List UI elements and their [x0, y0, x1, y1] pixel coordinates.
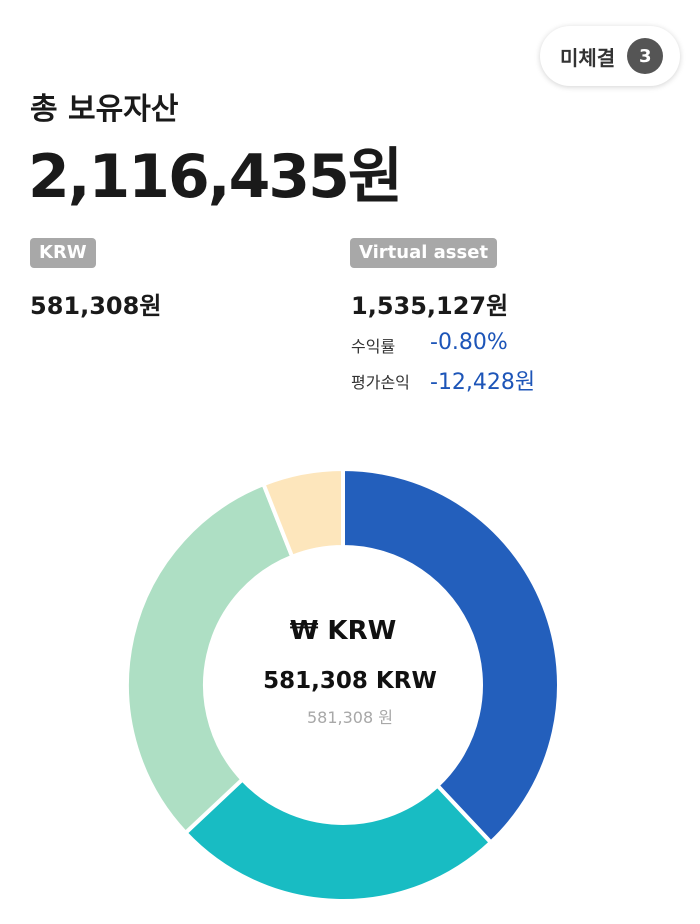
donut-segment-2[interactable]: [182, 776, 494, 903]
total-assets-value: 2,116,435원: [28, 142, 403, 212]
virtual-asset-badge: Virtual asset: [350, 238, 498, 268]
donut-center-title: ₩ KRW: [289, 616, 397, 646]
total-assets-label: 총 보유자산: [30, 92, 179, 127]
pending-orders-count-badge: 3: [627, 38, 664, 74]
donut-segment-3[interactable]: [125, 481, 295, 836]
krw-balance: 581,308원: [30, 292, 162, 320]
donut-center-subvalue: 581,308 원: [307, 708, 393, 727]
pending-orders-label: 미체결: [560, 45, 616, 70]
asset-donut-chart[interactable]: [0, 430, 700, 924]
pnl-value: -12,428원: [430, 370, 536, 395]
return-rate-value: -0.80%: [430, 330, 508, 355]
donut-segment-4[interactable]: [260, 466, 345, 560]
virtual-asset-balance: 1,535,127원: [351, 292, 509, 320]
return-rate-label: 수익률: [351, 337, 396, 356]
pnl-label: 평가손익: [351, 373, 410, 392]
krw-badge: KRW: [30, 238, 96, 268]
pending-orders-button[interactable]: 미체결 3: [540, 26, 680, 86]
donut-center-value: 581,308 KRW: [263, 668, 437, 694]
donut-segment-1[interactable]: [341, 466, 561, 846]
